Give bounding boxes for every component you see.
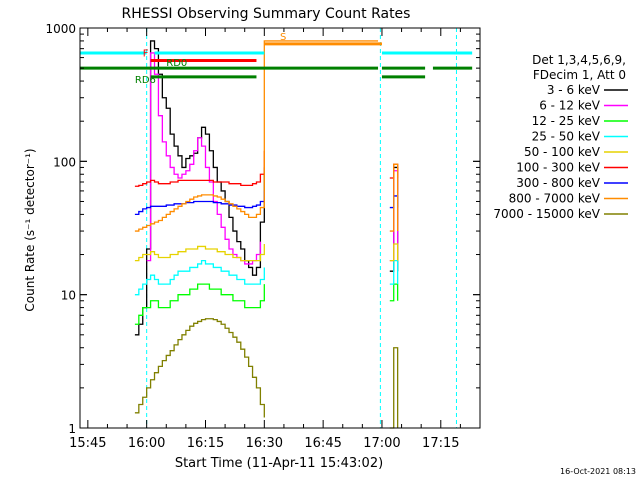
legend-entry-label-6: 300 - 800 keV — [516, 176, 600, 190]
legend-entry-label-2: 12 - 25 keV — [532, 114, 601, 128]
flag-text-label-0: RD0 — [166, 58, 187, 69]
y-axis-label-group: Count Rate (s⁻¹ detector⁻¹) — [23, 148, 37, 311]
series-line-5-seg-0 — [134, 150, 265, 187]
x-tick-label: 16:45 — [304, 436, 341, 451]
legend-entry-label-4: 50 - 100 keV — [524, 145, 601, 159]
x-tick-label: 16:15 — [187, 436, 224, 451]
legend-title-line-2: FDecim 1, Att 0 — [533, 68, 626, 82]
x-tick-label: 17:00 — [363, 436, 400, 451]
chart-title: RHESSI Observing Summary Count Rates — [122, 6, 411, 22]
series-line-2-seg-0 — [134, 283, 265, 325]
flag-label-6: RD6 — [135, 75, 156, 86]
flag-bars: F S RD6 RD0 — [80, 32, 473, 86]
series-line-7-seg-1 — [389, 163, 399, 232]
y-axis-ticks: 1 10 100 1000 — [45, 22, 480, 436]
legend-entry-label-0: 3 - 6 keV — [547, 83, 601, 97]
y-axis-label: Count Rate (s⁻¹ detector⁻¹) — [23, 148, 37, 311]
series-line-6-seg-0 — [134, 190, 265, 216]
x-axis-label: Start Time (11-Apr-11 15:43:02) — [175, 456, 383, 471]
timestamp: 16-Oct-2021 08:13 — [560, 467, 636, 476]
y-tick-label: 1000 — [45, 22, 76, 36]
plot-series — [79, 28, 457, 429]
flag-label-2: F — [143, 49, 149, 60]
legend-entry-label-1: 6 - 12 keV — [539, 99, 601, 113]
legend-entry-label-3: 25 - 50 keV — [532, 130, 601, 144]
series-line-4-seg-1 — [389, 243, 399, 262]
series-line-8-seg-0 — [134, 318, 265, 418]
series-line-3-seg-0 — [134, 259, 265, 296]
y-tick-label: 1 — [68, 422, 76, 436]
x-axis-ticks: 15:45 16:00 16:15 16:30 16:45 17:00 17:15 — [69, 28, 481, 451]
legend-title-line-1: Det 1,3,4,5,6,9, — [532, 53, 626, 67]
plot-frame — [79, 27, 481, 429]
legend-entry-label-8: 7000 - 15000 keV — [493, 207, 600, 221]
y-tick-label: 10 — [61, 289, 76, 303]
series-line-7-seg-0 — [134, 40, 379, 232]
x-tick-label: 16:00 — [128, 436, 165, 451]
legend-entry-label-7: 800 - 7000 keV — [509, 192, 601, 206]
legend: Det 1,3,4,5,6,9, FDecim 1, Att 0 3 - 6 k… — [493, 53, 628, 221]
flag-label-3: S — [280, 32, 286, 43]
x-tick-label: 16:30 — [246, 436, 283, 451]
series-line-4-seg-0 — [134, 243, 265, 262]
legend-entry-label-5: 100 - 300 keV — [516, 161, 600, 175]
x-tick-label: 17:15 — [422, 436, 459, 451]
y-tick-label: 100 — [53, 155, 76, 169]
x-tick-label: 15:45 — [69, 436, 106, 451]
